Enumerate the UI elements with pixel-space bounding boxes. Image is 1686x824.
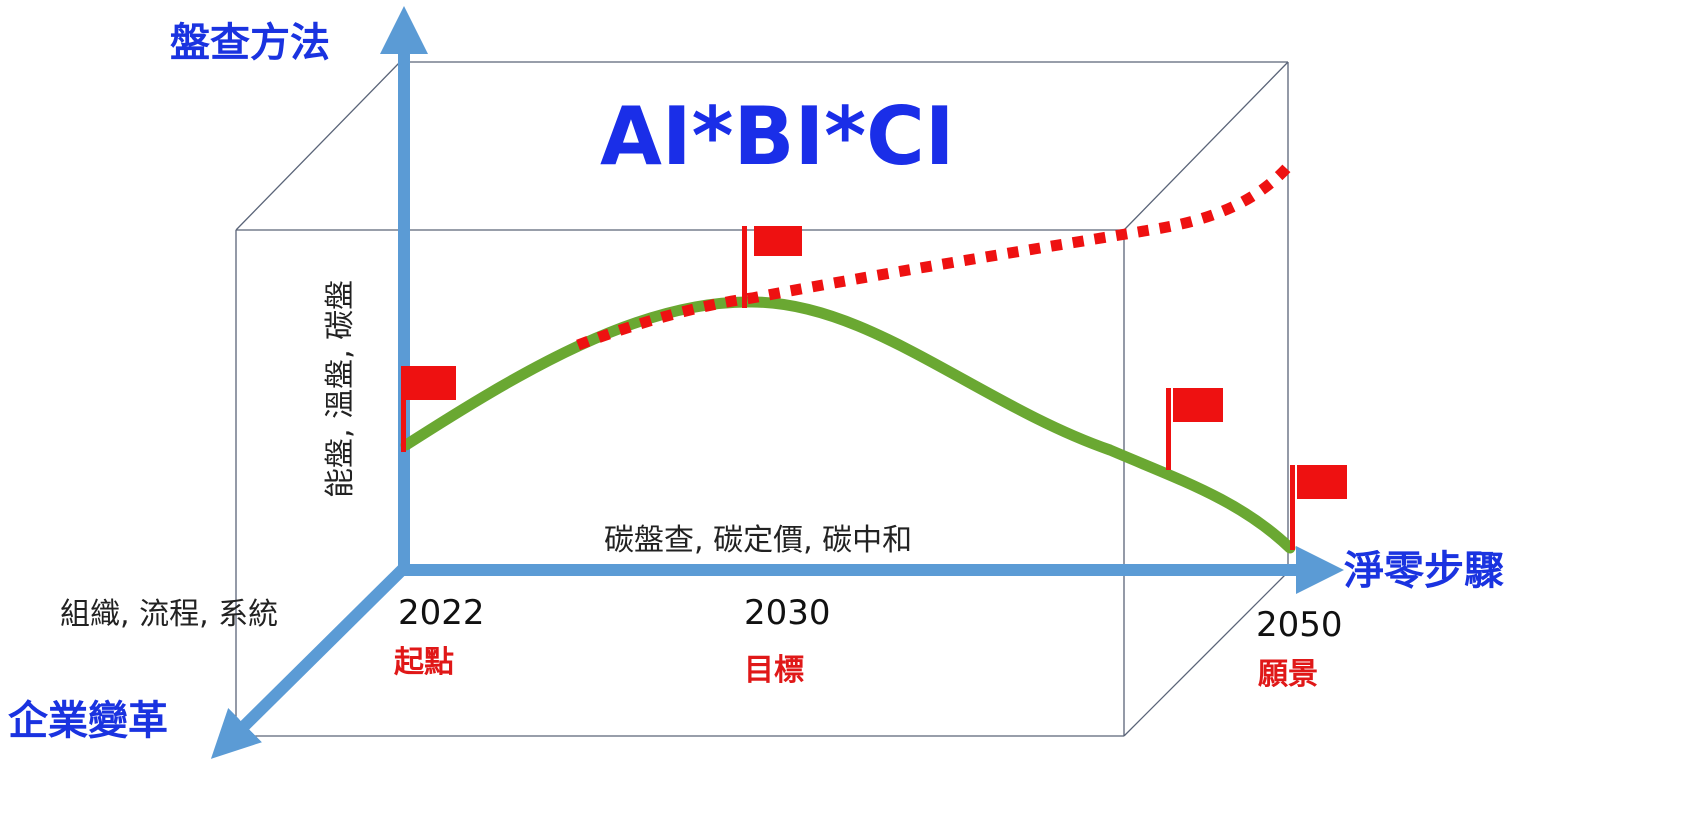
depth-axis-title: 企業變革 — [8, 698, 168, 744]
flag-icon — [1290, 465, 1347, 550]
flag-icon — [742, 226, 802, 308]
horizontal-axis-title: 淨零步驟 — [1344, 548, 1504, 594]
vertical-axis-title: 盤查方法 — [170, 20, 330, 66]
milestone-year: 2050 — [1256, 605, 1343, 645]
milestone-label: 起點 — [394, 645, 454, 680]
vertical-axis-items: 能盤, 溫盤, 碳盤 — [323, 280, 358, 498]
milestone-year: 2022 — [398, 593, 485, 633]
milestone-year: 2030 — [744, 593, 831, 633]
depth-axis-items: 組織, 流程, 系統 — [60, 597, 278, 632]
axes — [210, 5, 1344, 759]
flag-icon — [401, 366, 456, 452]
business-as-usual-curve — [576, 158, 1297, 351]
horizontal-axis-items: 碳盤查, 碳定價, 碳中和 — [604, 523, 912, 558]
flag-icon — [1166, 388, 1223, 470]
diagram-title: AI*BI*CI — [600, 90, 955, 183]
milestone-label: 願景 — [1258, 657, 1318, 692]
actual-emission-curve — [400, 296, 1296, 554]
milestone-label: 目標 — [744, 653, 804, 688]
depth-axis — [210, 561, 411, 759]
